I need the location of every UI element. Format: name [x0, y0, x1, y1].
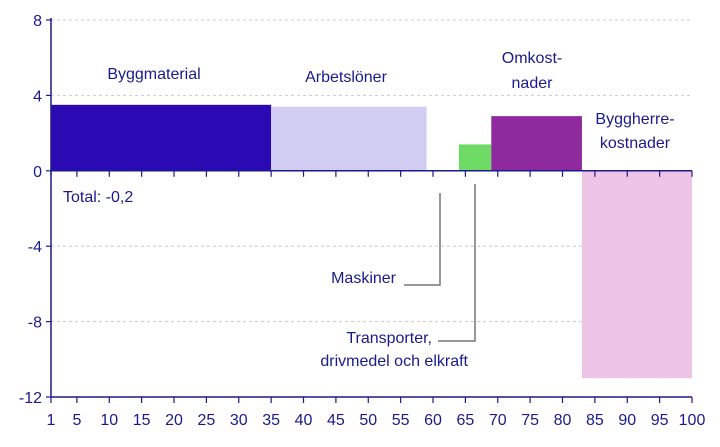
- x-tick-label: 20: [165, 412, 183, 429]
- bar-4: [458, 144, 492, 171]
- bars: [51, 104, 692, 379]
- x-tick-label: 35: [262, 412, 280, 429]
- y-tick-label: -4: [28, 239, 42, 256]
- label-arbetsloner: Arbetslöner: [305, 69, 387, 86]
- label-transporter-line2: drivmedel och elkraft: [320, 353, 468, 370]
- x-tick-label: 75: [521, 412, 539, 429]
- x-tick-label: 5: [72, 412, 81, 429]
- bar-5: [491, 116, 582, 171]
- label-maskiner: Maskiner: [331, 270, 397, 287]
- x-tick-label: 55: [392, 412, 410, 429]
- x-tick-label: 95: [651, 412, 669, 429]
- leader-transporter: [438, 184, 476, 342]
- label-omkostnader-line2: nader: [512, 75, 554, 92]
- x-tick-label: 1: [47, 412, 56, 429]
- annotations: Byggmaterial Arbetslöner Omkost- nader B…: [63, 50, 675, 370]
- bar-1: [51, 104, 272, 171]
- x-tick-label: 10: [100, 412, 118, 429]
- x-tick-label: 90: [618, 412, 636, 429]
- x-tick-label: 70: [489, 412, 507, 429]
- label-byggmaterial: Byggmaterial: [107, 66, 200, 83]
- x-tick-label: 40: [295, 412, 313, 429]
- x-tick-label: 50: [359, 412, 377, 429]
- y-tick-label: -12: [19, 390, 42, 407]
- x-tick-label: 60: [424, 412, 442, 429]
- label-byggherre-line1: Byggherre-: [595, 111, 674, 128]
- x-tick-label: 65: [456, 412, 474, 429]
- x-tick-label: 30: [230, 412, 248, 429]
- y-tick-label: 4: [33, 88, 42, 105]
- x-tick-label: 25: [197, 412, 215, 429]
- bar-6: [581, 170, 692, 379]
- x-tick-label: 15: [133, 412, 151, 429]
- label-total: Total: -0,2: [63, 189, 133, 206]
- x-tick-label: 45: [327, 412, 345, 429]
- y-tick-label: 0: [33, 164, 42, 181]
- y-tick-label: -8: [28, 315, 42, 332]
- y-tick-label: 8: [33, 13, 42, 30]
- label-omkostnader-line1: Omkost-: [502, 50, 562, 67]
- label-byggherre-line2: kostnader: [600, 135, 671, 152]
- x-tick-label: 80: [554, 412, 572, 429]
- x-tick-label: 100: [679, 412, 706, 429]
- label-transporter-line1: Transporter,: [346, 330, 432, 347]
- leader-maskiner: [404, 193, 441, 286]
- x-tick-label: 85: [586, 412, 604, 429]
- bar-2: [271, 106, 427, 171]
- axes: 840-4-8-121 5 10 15 20 25 30 35 40 45 50 55 60 65 70 75…: [19, 13, 706, 429]
